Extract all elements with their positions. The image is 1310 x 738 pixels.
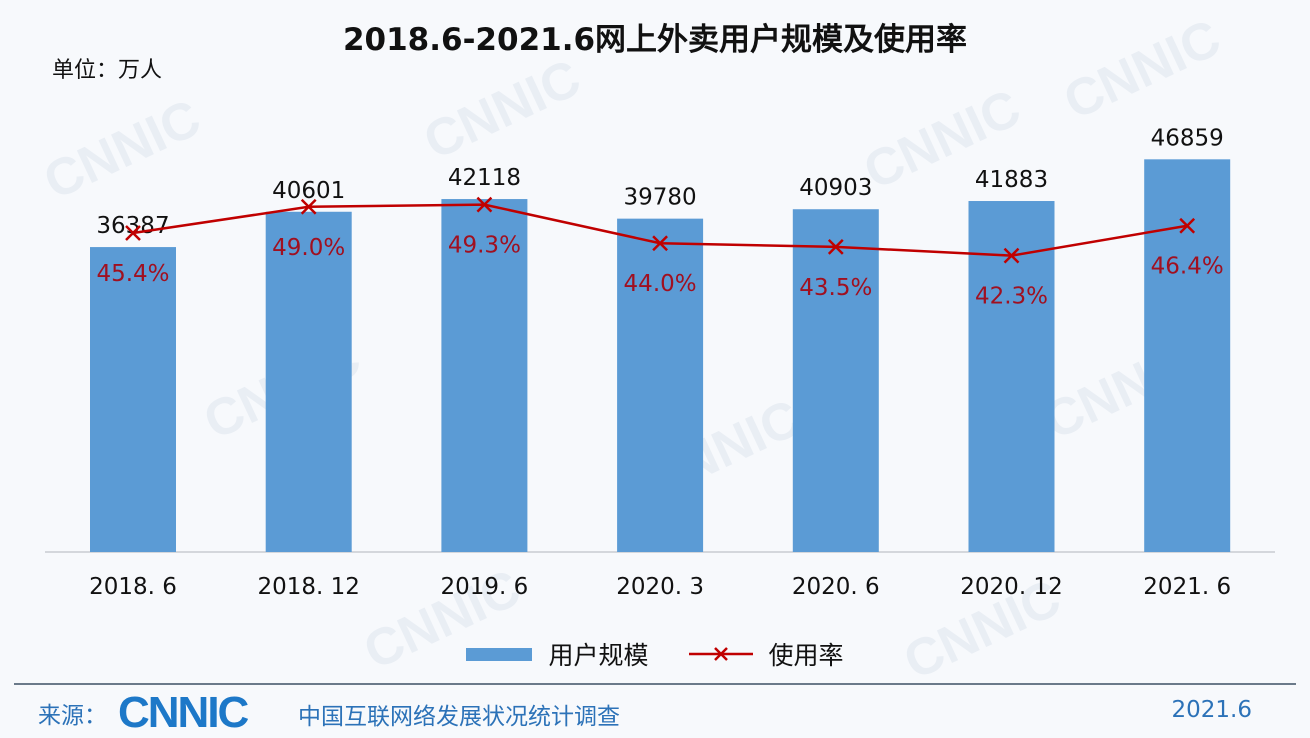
rate-marker (1179, 217, 1196, 234)
bar-value-label: 36387 (96, 213, 169, 239)
legend-bar-swatch (466, 647, 533, 661)
legend-label-users: 用户规模 (548, 641, 649, 670)
x-tick-label: 2020. 6 (792, 574, 880, 600)
bar (441, 199, 528, 553)
x-tick-label: 2020. 12 (960, 574, 1062, 600)
rate-value-label: 43.5% (799, 275, 872, 301)
rate-marker (476, 196, 493, 213)
bar (968, 201, 1055, 553)
x-tick-label: 2018. 6 (89, 574, 177, 600)
rate-marker (827, 239, 844, 255)
rate-marker (1003, 247, 1020, 264)
unit-label: 单位：万人 (52, 58, 163, 83)
rate-value-label: 42.3% (975, 284, 1048, 310)
bar-value-label: 39780 (624, 185, 697, 211)
legend-line-x-icon (688, 647, 753, 661)
source-label: 来源： (38, 703, 107, 729)
x-tick-label: 2019. 6 (441, 574, 529, 600)
x-tick-label: 2018. 12 (257, 574, 359, 600)
chart-title: 2018.6-2021.6网上外卖用户规模及使用率 (342, 22, 968, 58)
legend: 用户规模 使用率 (0, 636, 1310, 672)
footer-divider (14, 683, 1296, 685)
bar-value-label: 40601 (272, 178, 345, 204)
rate-marker (125, 225, 141, 241)
bar-value-label: 40903 (799, 175, 872, 201)
bar (792, 209, 879, 553)
rate-value-label: 44.0% (624, 271, 697, 297)
footer-date: 2021.6 (1171, 697, 1252, 723)
x-tick-label: 2021. 6 (1143, 574, 1231, 600)
bar-value-label: 41883 (975, 167, 1048, 193)
rate-marker (652, 235, 668, 252)
rate-value-label: 49.0% (272, 235, 345, 261)
bar (90, 247, 176, 552)
x-tick-label: 2020. 3 (616, 574, 704, 600)
rate-value-label: 49.3% (448, 233, 521, 259)
rate-value-label: 46.4% (1151, 254, 1224, 280)
cnnic-logo: CNNIC (118, 688, 249, 737)
bar-value-label: 46859 (1151, 125, 1224, 151)
bar (617, 218, 704, 552)
source-org: 中国互联网络发展状况统计调查 (298, 704, 620, 730)
rate-marker (300, 198, 317, 215)
bar-value-label: 42118 (448, 165, 521, 191)
bar (1144, 159, 1231, 552)
chart-plot: 36387 2018. 6 40601 2018. 12 42118 2019. 6 397… (45, 125, 1275, 600)
legend-label-rate: 使用率 (768, 641, 844, 670)
bar (265, 211, 352, 553)
rate-value-label: 45.4% (96, 261, 169, 287)
